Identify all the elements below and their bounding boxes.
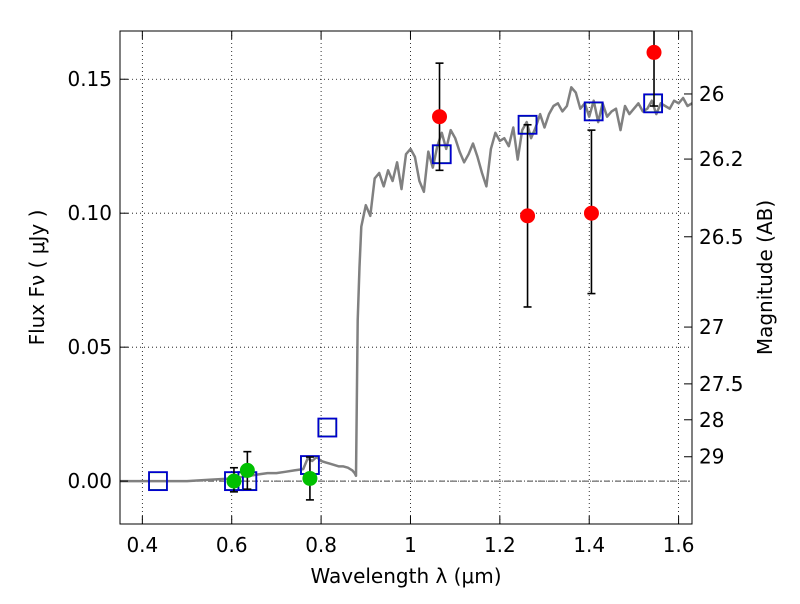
x-tick-label: 0.6 <box>216 533 248 557</box>
plot-frame <box>119 30 693 525</box>
synthetic-square <box>317 417 338 438</box>
y-tick-label: 0.05 <box>67 335 112 359</box>
y-tick-label: 0.10 <box>67 201 112 225</box>
x-tick-label: 1 <box>404 533 417 557</box>
synthetic-square <box>148 471 168 492</box>
synthetic-square <box>583 101 604 122</box>
ground-photometry-point <box>239 462 255 478</box>
right-tick-label: 26.5 <box>699 225 744 249</box>
photometry-point <box>520 208 536 224</box>
photometry-point <box>583 205 599 221</box>
ticks: 0.4 0.6 0.8 1 1.2 1.4 1.6 0.00 0.05 0.10 0.15 26 26.… <box>67 31 744 557</box>
x-axis-label: Wavelength λ (μm) <box>310 564 501 588</box>
right-tick-label: 26.2 <box>699 147 744 171</box>
right-axis-label: Magnitude (AB) <box>753 200 777 355</box>
photometry-point <box>646 44 662 60</box>
x-tick-label: 0.4 <box>126 533 158 557</box>
x-tick-label: 1.6 <box>663 533 695 557</box>
model-spectrum-line <box>120 86 693 483</box>
y-axis-label: Flux Fν ( μJy ) <box>25 210 49 346</box>
photometry-point <box>432 109 448 125</box>
x-tick-label: 1.2 <box>484 533 516 557</box>
synthetic-square <box>431 144 452 165</box>
right-tick-label: 28 <box>699 408 724 432</box>
right-tick-label: 29 <box>699 445 724 469</box>
ground-photometry-point <box>302 470 318 486</box>
right-tick-label: 26 <box>699 82 724 106</box>
y-tick-label: 0.00 <box>67 469 112 493</box>
photometry-layer <box>226 44 662 489</box>
model-spectrum-layer <box>120 86 693 483</box>
y-tick-label: 0.15 <box>67 67 112 91</box>
synthetic-square <box>643 93 664 114</box>
right-tick-label: 27.5 <box>699 372 744 396</box>
right-tick-label: 27 <box>699 315 724 339</box>
ground-photometry-point <box>226 473 242 489</box>
x-tick-label: 0.8 <box>305 533 337 557</box>
x-tick-label: 1.4 <box>573 533 605 557</box>
